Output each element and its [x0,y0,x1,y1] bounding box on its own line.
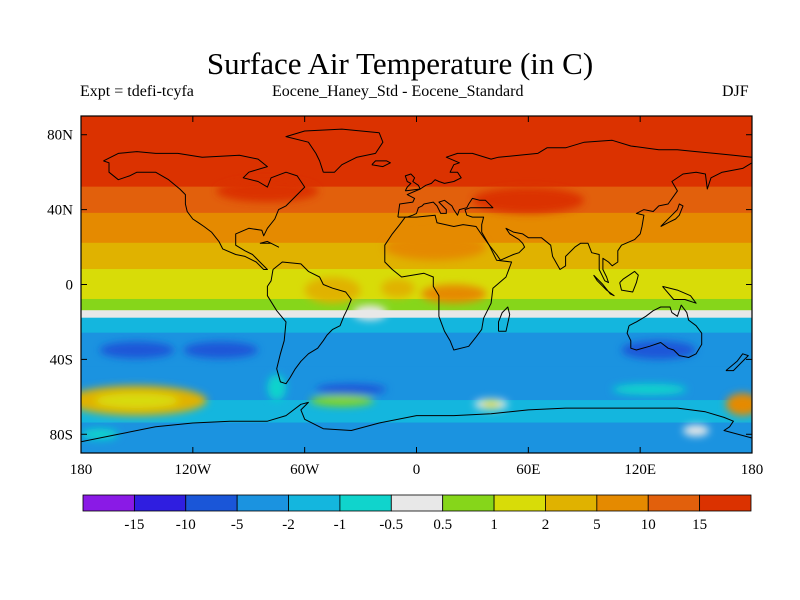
y-tick-label-2: 0 [66,278,74,294]
colorbar-swatch-11 [647,494,701,512]
colorbar-swatch-0 [82,494,135,512]
experiment-label: Expt = tdefi-tcyfa [80,83,194,100]
contour-field [81,116,752,453]
coastline-11 [593,274,615,297]
coastline-9 [371,160,391,168]
anomaly-patch-1 [472,187,585,214]
colorbar-label-5: -0.5 [379,517,403,533]
temperature-band-2 [81,186,752,214]
y-tick-label-1: 40N [47,203,73,219]
temperature-band-7 [81,310,752,319]
anomaly-patch-17 [725,393,752,416]
colorbar-label-6: 0.5 [433,517,452,533]
x-tick-label-5: 120E [624,462,656,478]
map-axes: 180 120W 60W 0 60E 120E 180 80N 40N 0 40S 80S [47,116,763,478]
colorbar-label-11: 15 [692,517,707,533]
colorbar-label-4: -1 [334,517,347,533]
anomaly-patch-6 [353,305,387,321]
temperature-band-1 [81,149,752,188]
x-tick-label-4: 60E [516,462,540,478]
anomaly-patch-9 [621,340,697,360]
colorbar-swatch-4 [288,494,341,512]
colorbar-swatch-5 [339,494,392,512]
colorbar-label-2: -5 [231,517,244,533]
colorbar-label-0: -15 [124,517,144,533]
x-tick-label-2: 60W [290,462,320,478]
colorbar-label-7: 1 [490,517,498,533]
x-tick-label-3: 0 [413,462,421,478]
coastline-2 [384,214,513,351]
temperature-band-6 [81,298,752,312]
map-title: Surface Air Temperature (in C) [206,46,594,81]
anomaly-patches [81,179,752,440]
y-tick-label-4: 80S [50,427,73,443]
coastline-6 [285,128,384,173]
anomaly-patch-11 [94,393,179,409]
comparison-label: Eocene_Haney_Std - Eocene_Standard [272,83,524,100]
anomaly-patch-13 [310,394,374,407]
colorbar-swatch-3 [236,494,289,512]
coastline-13 [619,270,639,293]
anomaly-patch-20 [267,374,287,401]
y-tick-label-3: 40S [50,352,73,368]
colorbar-label-1: -10 [176,517,196,533]
temperature-band-8 [81,317,752,334]
anomaly-patch-0 [216,179,319,203]
coastline-10 [660,203,684,227]
x-tick-label-6: 180 [741,462,764,478]
x-tick-label-0: 180 [70,462,93,478]
colorbar-swatch-12 [699,494,752,512]
anomaly-patch-2 [383,233,487,261]
coastline-14 [725,353,749,372]
coastline-12 [662,285,697,304]
anomaly-patch-4 [421,284,487,304]
colorbar: -15 -10 -5 -2 -1 -0.5 0.5 1 2 5 10 15 [82,494,752,533]
temperature-band-5 [81,269,752,300]
colorbar-label-9: 5 [593,517,601,533]
colorbar-label-8: 2 [542,517,550,533]
coastline-4 [626,304,703,358]
coastlines [81,128,752,443]
coastline-7 [404,173,421,192]
season-label: DJF [722,83,749,100]
anomaly-patch-5 [381,278,415,298]
coastline-5 [81,401,752,443]
anomaly-patch-15 [481,400,501,409]
colorbar-swatch-1 [133,494,187,512]
anomaly-patch-3 [304,277,361,304]
temperature-band-11 [81,400,752,424]
x-tick-label-1: 120W [174,462,212,478]
coastline-15 [259,240,280,248]
coastline-1 [266,261,352,385]
colorbar-label-3: -2 [282,517,295,533]
colorbar-swatch-9 [545,494,598,512]
colorbar-swatch-7 [442,494,495,512]
anomaly-patch-8 [183,341,259,359]
anomaly-patch-19 [81,428,119,440]
colorbar-swatch-6 [390,494,444,512]
anomaly-patch-12 [315,383,387,395]
coastline-0 [103,151,306,270]
colorbar-swatch-2 [185,494,238,512]
y-tick-label-0: 80N [47,128,73,144]
anomaly-patch-7 [99,341,175,359]
coastline-3 [397,139,752,284]
anomaly-patch-16 [612,383,687,395]
anomaly-patch-18 [683,424,710,437]
coastline-8 [498,306,511,332]
colorbar-label-10: 10 [641,517,656,533]
colorbar-swatch-10 [596,494,649,512]
colorbar-swatch-8 [493,494,546,512]
